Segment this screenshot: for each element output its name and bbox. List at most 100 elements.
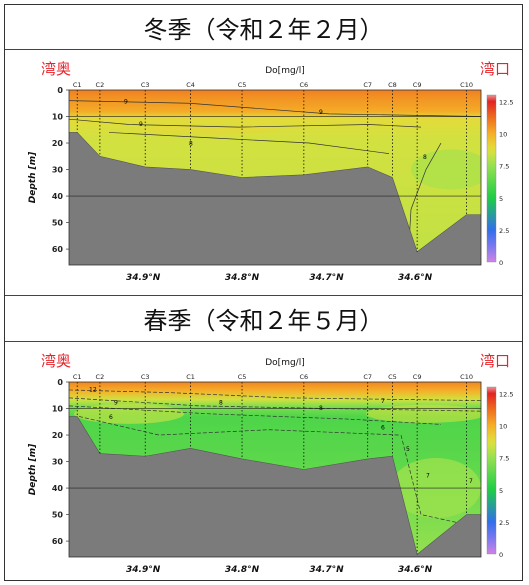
y-tick-label: 20 (52, 431, 64, 440)
colorbar-tick-label: 0 (499, 259, 503, 267)
colorbar (486, 386, 497, 555)
contour-line (69, 405, 442, 425)
colorbar-tick-label: 2.5 (499, 519, 509, 527)
station-label: C7 (363, 373, 372, 381)
right-region-label: 湾口 (480, 60, 510, 78)
right-region-label: 湾口 (480, 352, 510, 370)
colorbar-tick-label: 12.5 (499, 390, 513, 398)
colorbar-tick-label: 0 (499, 551, 503, 559)
y-tick-label: 30 (52, 166, 64, 175)
figure-frame: 冬季（令和２年２月） 9 9 9 8 8 C1 C2 C3 C4 C5 C6 C7 C8 C9 C10 0 10… (4, 4, 523, 581)
plot-frame (68, 381, 482, 558)
do-patch (366, 404, 481, 423)
x-tick-label: 34.8°N (225, 565, 260, 575)
x-tick-label: 34.9°N (126, 565, 161, 575)
contour-label: 5 (406, 446, 410, 453)
station-label: C4 (186, 81, 195, 89)
y-axis-label: Depth [m] (28, 151, 38, 203)
y-tick-label: 60 (52, 537, 64, 546)
y-tick-label: 30 (52, 458, 64, 467)
chart-panel-winter: 9 9 9 8 8 C1 C2 C3 C4 C5 C6 C7 C8 C9 C10 0 10 20 30 40 50 60 D… (11, 58, 518, 290)
x-tick-label: 34.7°N (309, 565, 344, 575)
do-patch (74, 403, 184, 424)
plot-frame (68, 89, 482, 266)
station-label: C6 (299, 373, 308, 381)
contour-label: 8 (319, 405, 323, 412)
contour-line (400, 434, 481, 529)
divider (5, 49, 522, 50)
contour-label: 8 (189, 141, 193, 148)
colorbar-tick-label: 10 (499, 131, 507, 139)
contour-line (108, 132, 390, 154)
colorbar-tick-label: 2.5 (499, 227, 509, 235)
contour-label: 7 (381, 398, 385, 405)
station-label: C2 (96, 81, 105, 89)
station-label: C5 (388, 373, 397, 381)
station-label: C10 (460, 373, 473, 381)
x-tick-label: 34.8°N (225, 273, 260, 283)
divider (5, 295, 522, 296)
colorbar-tick-label: 12.5 (499, 98, 513, 106)
station-label: C9 (413, 373, 422, 381)
y-tick-label: 40 (52, 192, 64, 201)
contour-label: 9 (319, 109, 323, 116)
station-label: C5 (238, 373, 247, 381)
colorbar-tick-label: 7.5 (499, 163, 509, 171)
seabed (69, 416, 481, 557)
station-label: C6 (299, 81, 308, 89)
station-label: C3 (141, 373, 150, 381)
y-tick-label: 0 (57, 86, 63, 95)
x-tick-label: 34.6°N (398, 273, 433, 283)
contour-label: 7 (426, 472, 430, 479)
left-region-label: 湾奥 (41, 60, 71, 78)
y-axis-label: Depth [m] (28, 443, 38, 495)
y-tick-label: 50 (52, 511, 64, 520)
contour-label: 12 (89, 386, 97, 393)
chart-svg: 12 9 8 8 7 6 6 5 7 7 C1 C2 C3 C1 C5 C6 C7 C5 C9 C10 0 10 20 30 4… (28, 352, 513, 575)
y-tick-label: 10 (52, 405, 64, 414)
station-label: C7 (363, 81, 372, 89)
x-tick-label: 34.6°N (398, 565, 433, 575)
station-label: C3 (141, 81, 150, 89)
contour-line (69, 389, 481, 401)
left-region-label: 湾奥 (41, 352, 71, 370)
contour-label: 9 (114, 400, 118, 407)
station-label: C9 (413, 81, 422, 89)
chart-panel-spring: 12 9 8 8 7 6 6 5 7 7 C1 C2 C3 C1 C5 C6 C7 C5 C9 C10 0 10 20 30 4… (11, 350, 518, 582)
chart-title: Do[mg/l] (265, 358, 304, 368)
x-tick-label: 34.7°N (309, 273, 344, 283)
station-label: C2 (96, 373, 105, 381)
colorbar-tick-label: 10 (499, 423, 507, 431)
divider (5, 341, 522, 342)
plot-area (69, 90, 481, 265)
section-title-winter: 冬季（令和２年２月） (5, 5, 522, 49)
colorbar (486, 94, 497, 263)
colorbar-tick-label: 7.5 (499, 455, 509, 463)
do-patch (411, 149, 481, 190)
station-label: C10 (460, 81, 473, 89)
contour-label: 6 (109, 414, 113, 421)
contour-label: 7 (469, 478, 473, 485)
chart-title: Do[mg/l] (265, 66, 304, 76)
contour-label: 9 (139, 121, 143, 128)
station-label: C1 (73, 81, 82, 89)
y-tick-label: 0 (57, 378, 63, 387)
contour-line (69, 118, 422, 128)
contour-line (69, 397, 481, 412)
colorbar-tick-label: 5 (499, 195, 503, 203)
y-tick-label: 10 (52, 113, 64, 122)
plot-area (69, 382, 481, 557)
station-label: C1 (186, 373, 195, 381)
y-tick-label: 60 (52, 245, 64, 254)
y-tick-label: 40 (52, 484, 64, 493)
section-title-spring: 春季（令和２年５月） (5, 296, 522, 340)
contour-label: 8 (219, 400, 223, 407)
contour-line (408, 142, 442, 244)
colorbar-tick-label: 5 (499, 487, 503, 495)
x-tick-label: 34.9°N (126, 273, 161, 283)
station-label: C5 (238, 81, 247, 89)
station-label: C1 (73, 373, 82, 381)
station-label: C8 (388, 81, 397, 89)
contour-label: 6 (381, 425, 385, 432)
